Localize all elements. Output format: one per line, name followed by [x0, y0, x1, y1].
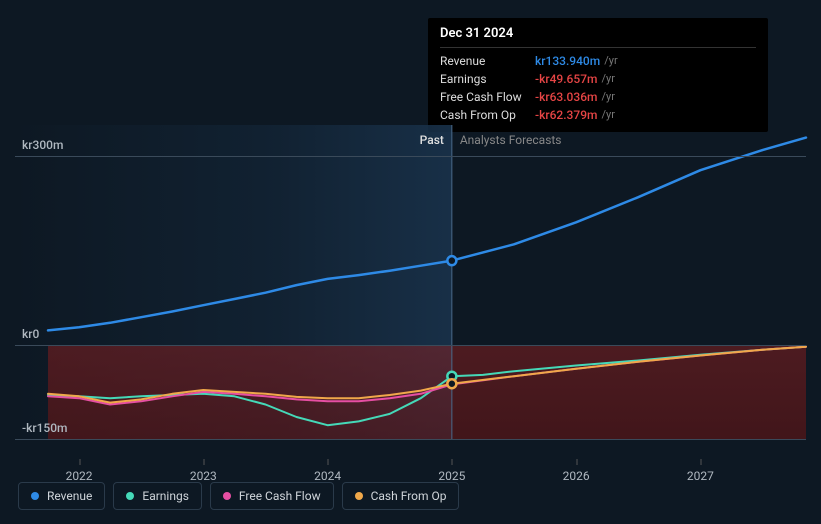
legend-dot [31, 492, 39, 500]
tooltip-row-value: -kr49.657m [535, 72, 597, 86]
x-axis-label: 2023 [190, 469, 217, 483]
x-axis-label: 2022 [66, 469, 93, 483]
tooltip-row-label: Cash From Op [440, 108, 535, 122]
tooltip: Dec 31 2024 Revenuekr133.940m/yrEarnings… [428, 18, 768, 132]
tooltip-row: Free Cash Flow-kr63.036m/yr [440, 88, 756, 106]
y-axis-label: -kr150m [22, 421, 68, 435]
x-axis-label: 2024 [314, 469, 341, 483]
legend-label: Cash From Op [371, 489, 447, 503]
y-axis-label: kr0 [22, 327, 39, 341]
y-axis-label: kr300m [22, 138, 63, 152]
tooltip-row-label: Earnings [440, 72, 535, 86]
tooltip-title: Dec 31 2024 [440, 26, 756, 48]
gridline [15, 156, 806, 157]
legend-item-cash_op[interactable]: Cash From Op [342, 482, 460, 510]
tooltip-rows: Revenuekr133.940m/yrEarnings-kr49.657m/y… [440, 52, 756, 124]
tooltip-row: Revenuekr133.940m/yr [440, 52, 756, 70]
x-axis-label: 2025 [438, 469, 465, 483]
tooltip-row-value: -kr62.379m [535, 108, 597, 122]
legend-item-revenue[interactable]: Revenue [18, 482, 105, 510]
tooltip-row-label: Free Cash Flow [440, 90, 535, 104]
gridline [15, 439, 806, 440]
tooltip-row: Cash From Op-kr62.379m/yr [440, 106, 756, 124]
legend-dot [126, 492, 134, 500]
legend-label: Free Cash Flow [239, 489, 321, 503]
tooltip-row-unit: /yr [601, 108, 614, 122]
legend-dot [223, 492, 231, 500]
legend: Revenue Earnings Free Cash Flow Cash From O… [18, 482, 459, 510]
tooltip-row-value: kr133.940m [535, 54, 600, 68]
chart-svg [15, 125, 806, 439]
x-axis-label: 2027 [687, 469, 714, 483]
legend-label: Earnings [142, 489, 189, 503]
legend-item-earnings[interactable]: Earnings [113, 482, 202, 510]
tooltip-row-label: Revenue [440, 54, 535, 68]
legend-item-free_cash[interactable]: Free Cash Flow [210, 482, 334, 510]
tooltip-row: Earnings-kr49.657m/yr [440, 70, 756, 88]
tooltip-row-unit: /yr [601, 90, 614, 104]
tooltip-row-value: -kr63.036m [535, 90, 597, 104]
legend-label: Revenue [47, 489, 92, 503]
gridline [15, 345, 806, 346]
tooltip-row-unit: /yr [604, 54, 617, 68]
tooltip-row-unit: /yr [601, 72, 614, 86]
x-axis-label: 2026 [563, 469, 590, 483]
legend-dot [355, 492, 363, 500]
chart-plot: Past Analysts Forecasts [15, 125, 806, 439]
